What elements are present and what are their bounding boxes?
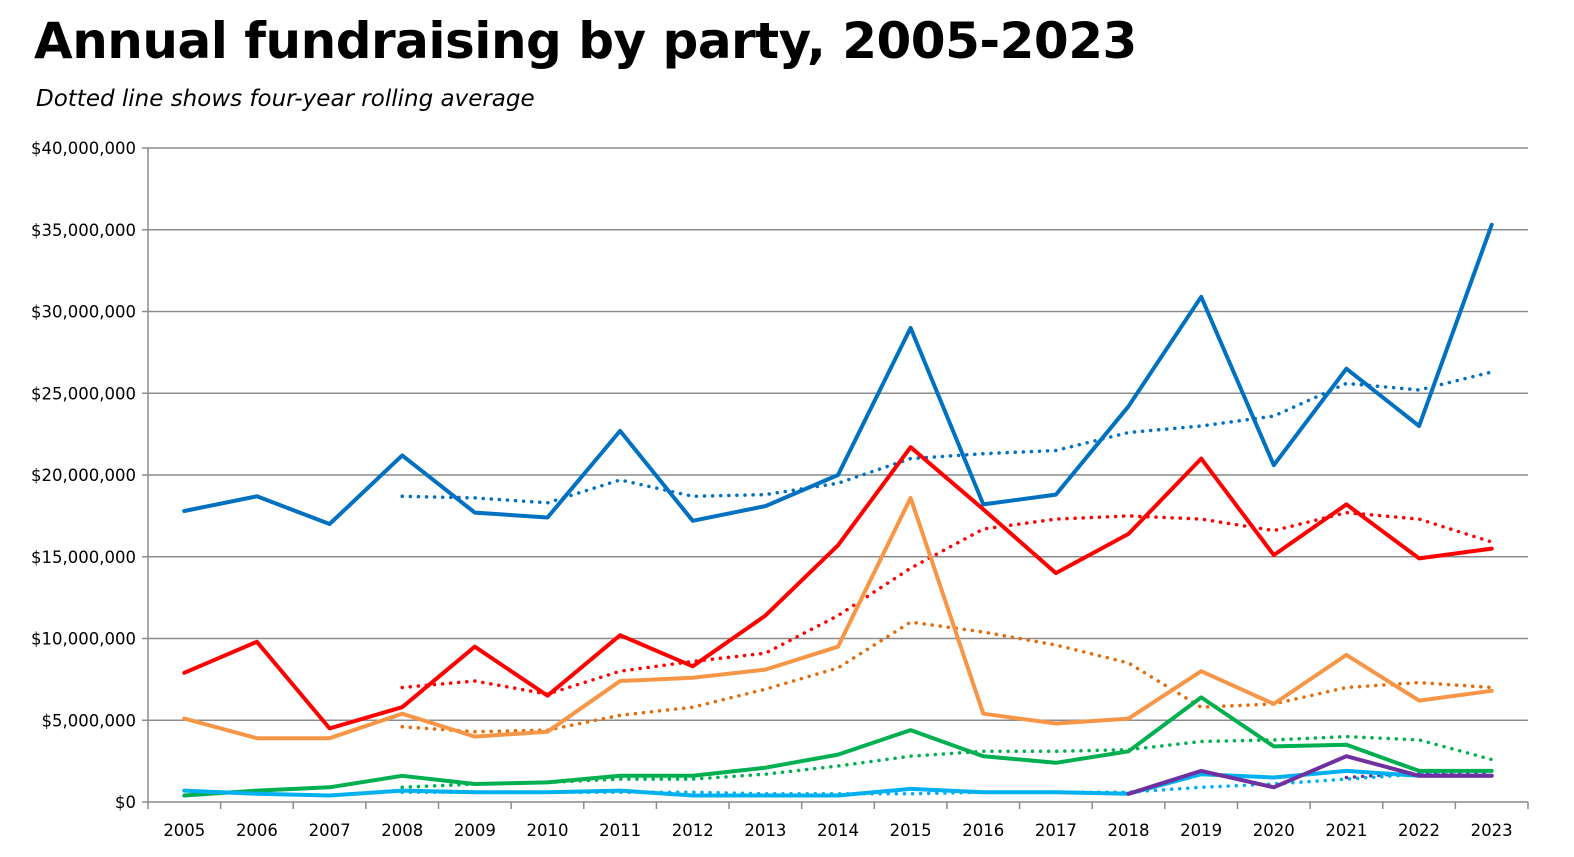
x-tick-label: 2018	[1108, 821, 1150, 840]
x-tick-label: 2017	[1035, 821, 1077, 840]
y-tick-label: $35,000,000	[31, 221, 136, 240]
x-tick-label: 2016	[962, 821, 1004, 840]
chart-title: Annual fundraising by party, 2005-2023	[34, 12, 1137, 70]
gridlines	[148, 147, 1528, 721]
x-tick-label: 2014	[817, 821, 859, 840]
x-tick-label: 2008	[381, 821, 423, 840]
x-axis-tick-labels: 2005 2006 2007 2008 2009 2010 2011 2012 2013 2014…	[163, 821, 1512, 840]
series-line-9-solid	[182, 768, 1494, 798]
x-tick-label: 2019	[1180, 821, 1222, 840]
x-tick-label: 2011	[599, 821, 641, 840]
x-tick-label: 2009	[454, 821, 496, 840]
x-tick-label: 2015	[890, 821, 932, 840]
series-line-4-dotted	[400, 510, 1494, 696]
axes	[142, 147, 1529, 809]
y-tick-label: $15,000,000	[31, 548, 136, 567]
x-tick-label: 2020	[1253, 821, 1295, 840]
x-tick-label: 2007	[309, 821, 351, 840]
chart-subtitle: Dotted line shows four-year rolling aver…	[36, 86, 535, 112]
series-line-6-dotted	[400, 620, 1494, 734]
y-tick-label: $30,000,000	[31, 303, 136, 322]
x-tick-label: 2006	[236, 821, 278, 840]
y-axis-tick-labels: $0 $5,000,000 $10,000,000 $15,000,000 $20,00…	[31, 139, 136, 812]
x-tick-label: 2013	[744, 821, 786, 840]
y-tick-label: $10,000,000	[31, 630, 136, 649]
x-tick-label: 2022	[1398, 821, 1440, 840]
series-line-5-solid	[182, 495, 1494, 741]
series-line-10-dotted	[400, 772, 1494, 796]
series-lines	[182, 222, 1494, 798]
x-tick-label: 2005	[163, 821, 205, 840]
x-tick-label: 2010	[526, 821, 568, 840]
x-tick-label: 2023	[1471, 821, 1513, 840]
x-tick-label: 2021	[1325, 821, 1367, 840]
y-tick-label: $40,000,000	[31, 139, 136, 158]
y-tick-label: $25,000,000	[31, 384, 136, 403]
series-line-1-solid	[182, 222, 1494, 526]
y-tick-label: $5,000,000	[42, 711, 136, 730]
series-line-3-solid	[182, 445, 1494, 731]
y-tick-label: $0	[115, 793, 136, 812]
x-tick-label: 2012	[672, 821, 714, 840]
series-line-11-solid	[1126, 754, 1494, 796]
series-line-7-solid	[182, 695, 1494, 798]
y-tick-label: $20,000,000	[31, 466, 136, 485]
